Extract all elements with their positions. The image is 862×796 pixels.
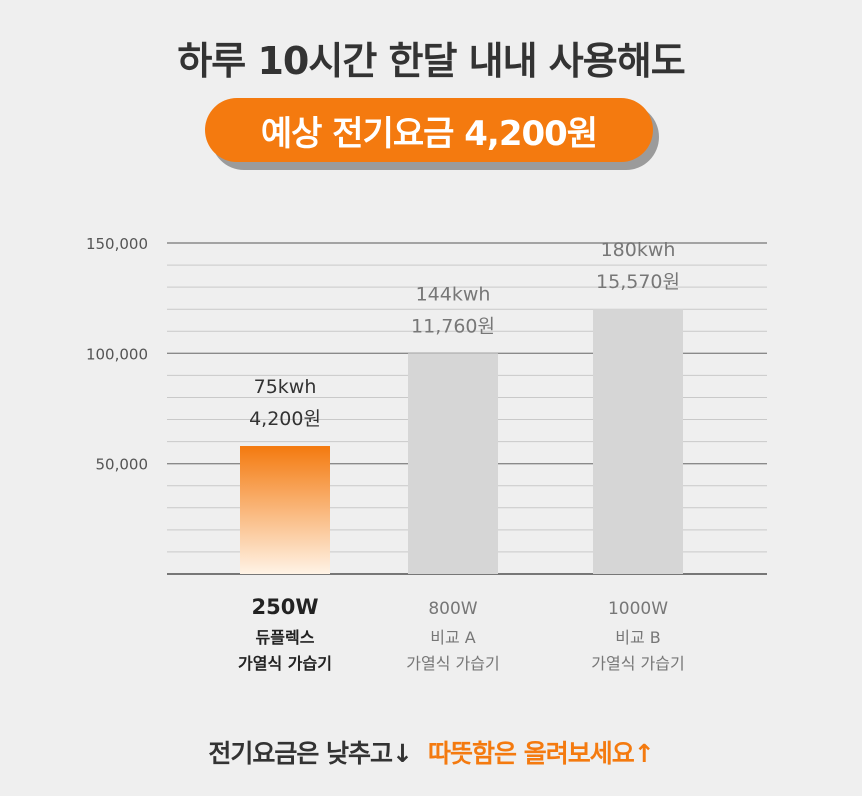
bar-kwh-label: 75kwh: [254, 376, 317, 398]
category-label: 800W: [428, 599, 477, 619]
bar-kwh-label: 180kwh: [601, 239, 676, 261]
category-label: 1000W: [608, 599, 668, 619]
y-tick-label: 100,000: [86, 345, 148, 363]
highlight-text: 예상 전기요금 4,200원: [260, 113, 598, 154]
bar-price-label: 11,760원: [411, 315, 495, 337]
category-label: 비교 A: [430, 628, 476, 647]
category-label: 가열식 가습기: [406, 654, 499, 673]
bar-price-label: 4,200원: [249, 408, 321, 430]
y-tick-label: 50,000: [96, 456, 149, 474]
footer-message: 전기요금은 낮추고↓ 따뜻함은 올려보세요↑: [0, 734, 862, 770]
highlight-pill: 예상 전기요금 4,200원: [205, 98, 653, 162]
bar: [240, 446, 330, 574]
category-label: 비교 B: [615, 628, 661, 647]
y-tick-label: 150,000: [86, 235, 148, 253]
headline: 하루 10시간 한달 내내 사용해도: [177, 39, 685, 83]
category-label: 가열식 가습기: [591, 654, 684, 673]
bar-kwh-label: 144kwh: [416, 283, 491, 305]
category-label: 듀플렉스: [256, 628, 315, 647]
category-label: 가열식 가습기: [238, 654, 332, 673]
footer-text-raise-warmth: 따뜻함은 올려보세요↑: [428, 739, 655, 768]
category-label: 250W: [252, 595, 319, 619]
bar: [408, 353, 498, 574]
bar: [593, 309, 683, 574]
bar-chart: 50,000 100,000 150,000 75kwh 4,200원 250W 듀플렉스가…: [86, 235, 767, 673]
bar-price-label: 15,570원: [596, 271, 680, 293]
footer-text-lower-cost: 전기요금은 낮추고↓: [208, 739, 413, 768]
